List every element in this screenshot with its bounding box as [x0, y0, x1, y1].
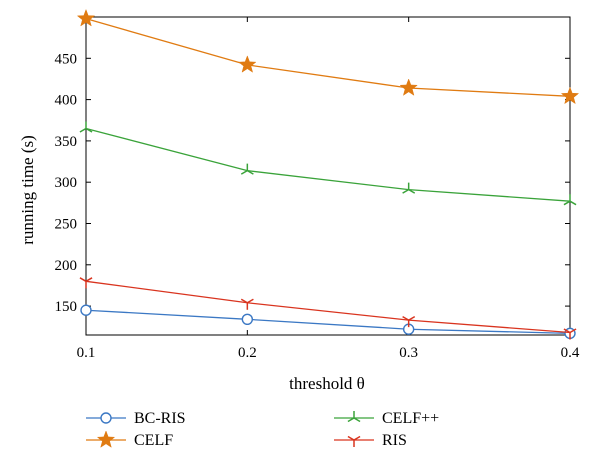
marker-arm	[246, 169, 254, 175]
y-tick-label: 200	[55, 258, 78, 274]
data-point-ris-3	[563, 328, 577, 340]
series-line-ris	[85, 280, 571, 334]
marker-arm	[569, 328, 577, 334]
plot-frame	[85, 16, 571, 336]
y-tick-label: 250	[55, 216, 78, 232]
data-point-celfplusplus-2	[402, 182, 416, 194]
y-tick-label: 450	[55, 51, 78, 67]
data-point-celfplusplus-3	[563, 194, 577, 206]
marker-arm	[569, 200, 577, 206]
data-point-celf-1	[238, 55, 257, 73]
x-axis: 0.1 0.2 0.3 0.4	[77, 17, 580, 361]
data-point-celfplusplus-0	[79, 121, 93, 133]
data-point-ris-2	[402, 315, 416, 328]
series-layer	[76, 8, 580, 340]
marker-arm	[353, 435, 361, 441]
legend-label-ris: RIS	[382, 432, 407, 449]
data-point-ris-0	[79, 277, 93, 289]
marker-arm	[246, 298, 254, 304]
data-point-celf-0	[76, 8, 96, 27]
y-tick-label: 300	[55, 175, 78, 191]
marker-arm	[85, 127, 93, 133]
series-line-celf	[85, 18, 571, 97]
legend-marker-bc-ris	[100, 412, 112, 424]
marker-arm	[563, 200, 571, 206]
marker-arm	[79, 127, 87, 133]
y-axis: 150 200 250 300 350 400 450	[55, 51, 570, 315]
x-tick-label: 0.3	[399, 345, 418, 361]
legend-label-celfplusplus: CELF++	[382, 410, 439, 427]
marker-arm	[240, 298, 248, 304]
legend-marker-ris	[347, 435, 361, 447]
data-point-celf-2	[399, 78, 418, 96]
y-tick-label: 350	[55, 134, 78, 150]
marker-arm	[402, 315, 410, 321]
marker-arm	[85, 277, 93, 282]
marker-arm	[402, 188, 410, 194]
legend-label-bc-ris: BC-RIS	[134, 410, 186, 427]
marker-arm	[79, 277, 87, 282]
y-axis-label: running time (s)	[18, 135, 37, 245]
legend-marker-celfplusplus	[347, 411, 361, 423]
x-tick-label: 0.2	[238, 345, 257, 361]
series-line-bc-ris	[85, 309, 571, 334]
y-tick-label: 150	[55, 299, 78, 315]
marker-arm	[563, 328, 571, 334]
legend-marker-celf	[96, 430, 116, 448]
plot-area	[85, 16, 571, 336]
data-point-bc-ris-1	[241, 313, 254, 326]
marker-arm	[240, 169, 248, 175]
x-axis-label: threshold θ	[289, 374, 365, 393]
data-point-celfplusplus-1	[240, 163, 254, 175]
legend: BC-RIS CELF CELF++ RIS	[86, 410, 439, 449]
x-tick-label: 0.4	[561, 345, 580, 361]
legend-label-celf: CELF	[134, 432, 173, 449]
marker-arm	[408, 188, 416, 194]
data-point-bc-ris-0	[80, 304, 92, 316]
marker-arm	[347, 435, 355, 441]
x-tick-label: 0.1	[77, 345, 96, 361]
y-tick-label: 400	[55, 93, 78, 109]
marker-arm	[408, 315, 416, 321]
series-line-celfplusplus	[85, 127, 571, 202]
marker-arm	[353, 417, 361, 423]
data-point-celf-3	[560, 86, 580, 105]
data-point-ris-1	[240, 298, 254, 310]
marker-arm	[347, 417, 355, 423]
